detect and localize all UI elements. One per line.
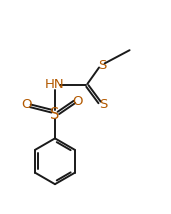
Text: O: O: [22, 98, 32, 111]
Text: S: S: [99, 98, 108, 111]
Text: HN: HN: [45, 79, 65, 91]
Text: O: O: [73, 95, 83, 108]
Text: S: S: [98, 59, 107, 72]
Text: S: S: [50, 107, 60, 122]
